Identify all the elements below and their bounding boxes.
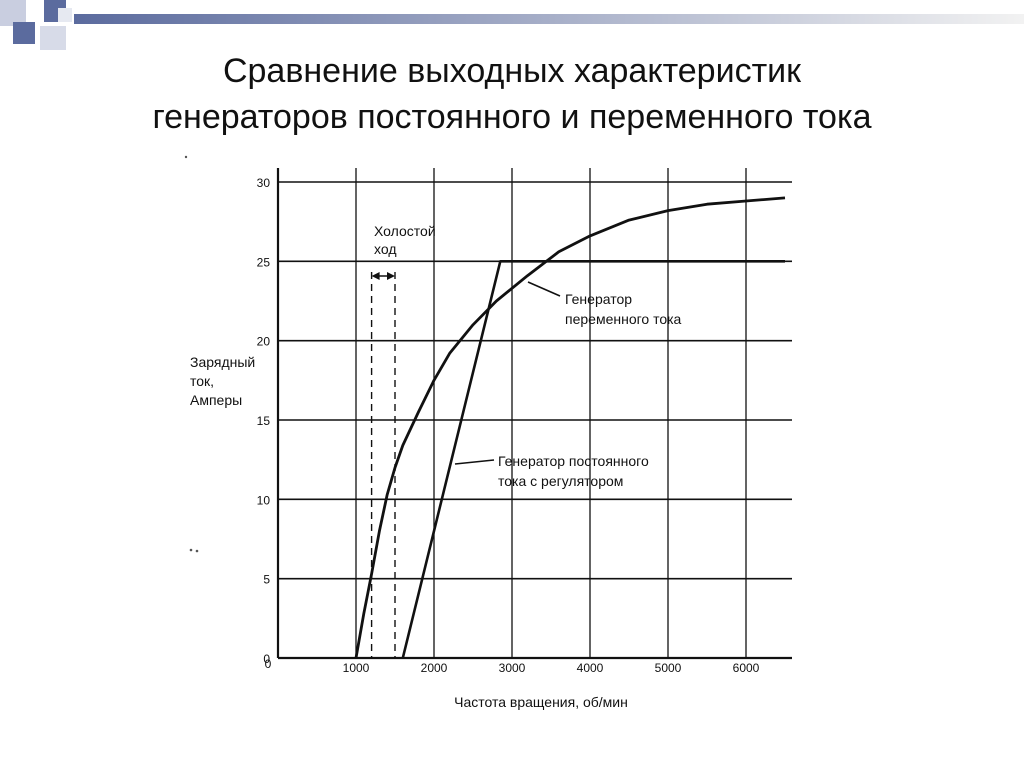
y-axis-label: Зарядный: [190, 354, 255, 370]
series-line: [401, 259, 785, 659]
idle-annotation-label: Холостой: [374, 223, 436, 239]
x-tick-label: 5000: [655, 661, 682, 675]
idle-annotation-label: ход: [374, 241, 397, 257]
x-tick-label: 0: [265, 657, 272, 671]
y-tick-label: 25: [257, 255, 271, 269]
series-label: Генератор: [565, 291, 632, 307]
y-axis-label: Амперы: [190, 392, 242, 408]
series-label: тока с регулятором: [498, 473, 623, 489]
y-tick-label: 10: [257, 493, 271, 507]
x-tick-label: 6000: [733, 661, 760, 675]
y-tick-label: 0: [263, 652, 270, 666]
series-line: [354, 196, 786, 659]
corner-square-5: [58, 8, 72, 22]
y-tick-label: 30: [257, 176, 271, 190]
corner-square-4: [40, 26, 66, 50]
scan-speck: [189, 548, 193, 552]
x-tick-label: 4000: [577, 661, 604, 675]
y-tick-label: 5: [263, 573, 270, 587]
series-label: переменного тока: [565, 311, 682, 327]
series-label-leader: [454, 459, 495, 465]
x-tick-label: 2000: [421, 661, 448, 675]
idle-arrow-head: [371, 272, 380, 280]
page-title: Сравнение выходных характеристик генерат…: [0, 48, 1024, 140]
header-gradient-bar: [74, 14, 1024, 24]
x-tick-label: 3000: [499, 661, 526, 675]
corner-square-2: [13, 22, 35, 44]
y-tick-label: 15: [257, 414, 271, 428]
y-axis-label: ток,: [190, 373, 214, 389]
title-line-1: Сравнение выходных характеристик: [222, 52, 802, 90]
y-tick-label: 20: [257, 335, 271, 349]
series-label-leader: [527, 281, 561, 297]
corner-square-1: [0, 0, 26, 26]
scan-speck: [184, 155, 188, 159]
series-label: Генератор постоянного: [498, 453, 649, 469]
x-axis-label: Частота вращения, об/мин: [454, 694, 628, 710]
x-tick-label: 1000: [343, 661, 370, 675]
title-line-2: генераторов постоянного и переменного то…: [152, 98, 872, 136]
idle-arrow-head: [387, 272, 395, 280]
scan-speck: [195, 549, 199, 553]
